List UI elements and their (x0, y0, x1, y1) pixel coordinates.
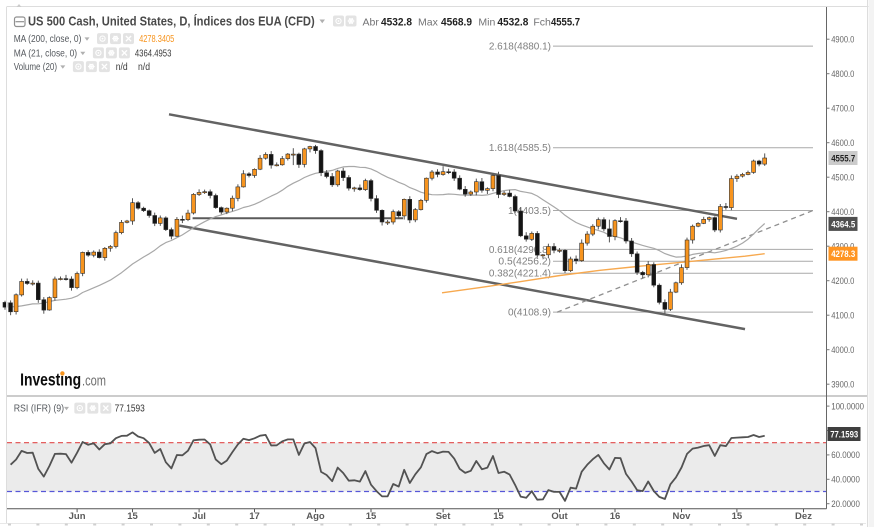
svg-text:4278.3405: 4278.3405 (139, 34, 175, 45)
svg-text:4200.0: 4200.0 (831, 276, 854, 287)
svg-text:MA (21, close, 0): MA (21, close, 0) (14, 49, 77, 60)
svg-text:17: 17 (249, 511, 260, 522)
svg-text:Ago: Ago (306, 511, 325, 522)
svg-text:0.618(4290.8): 0.618(4290.8) (489, 245, 551, 256)
svg-text:2.618(4880.1): 2.618(4880.1) (489, 42, 551, 53)
svg-text:16: 16 (610, 511, 621, 522)
svg-text:4364.4953: 4364.4953 (135, 49, 172, 60)
svg-text:15: 15 (127, 511, 138, 522)
svg-text:4900.0: 4900.0 (831, 34, 854, 45)
svg-text:4800.0: 4800.0 (831, 69, 854, 80)
svg-text:Investing: Investing (20, 370, 81, 390)
svg-text:Abr: Abr (363, 16, 380, 28)
svg-text:4532.8: 4532.8 (497, 16, 528, 28)
svg-text:Volume (20): Volume (20) (14, 62, 57, 73)
svg-text:4555.7: 4555.7 (831, 153, 855, 164)
svg-text:3900.0: 3900.0 (831, 379, 854, 390)
svg-text:n/d: n/d (116, 62, 128, 73)
svg-text:Nov: Nov (673, 511, 692, 522)
svg-text:4000.0: 4000.0 (831, 345, 854, 356)
svg-text:Jun: Jun (69, 511, 86, 522)
svg-text:4600.0: 4600.0 (831, 138, 854, 149)
svg-text:1.618(4585.5): 1.618(4585.5) (489, 143, 551, 154)
svg-text:Out: Out (551, 511, 568, 522)
svg-text:.com: .com (82, 373, 106, 390)
svg-text:4532.8: 4532.8 (381, 16, 412, 28)
svg-text:77.1593: 77.1593 (115, 404, 146, 415)
svg-text:4700.0: 4700.0 (831, 103, 854, 114)
svg-text:4500.0: 4500.0 (831, 172, 854, 183)
svg-text:US 500 Cash, United States, D,: US 500 Cash, United States, D, Índices d… (28, 14, 315, 29)
svg-text:77.1593: 77.1593 (830, 429, 858, 440)
svg-text:Jul: Jul (192, 511, 206, 522)
svg-text:40.0000: 40.0000 (831, 475, 860, 486)
svg-text:4568.9: 4568.9 (441, 16, 472, 28)
svg-text:4100.0: 4100.0 (831, 310, 854, 321)
svg-text:0(4108.9): 0(4108.9) (508, 308, 551, 319)
svg-text:15: 15 (493, 511, 504, 522)
svg-text:MA (200, close, 0): MA (200, close, 0) (14, 34, 82, 45)
svg-text:RSI (IFR) (9): RSI (IFR) (9) (14, 404, 64, 415)
svg-text:15: 15 (366, 511, 377, 522)
svg-text:4400.0: 4400.0 (831, 207, 854, 218)
svg-text:4278.3: 4278.3 (831, 249, 855, 260)
svg-text:Dez: Dez (795, 511, 812, 522)
svg-text:Fch: Fch (533, 16, 551, 28)
svg-text:15: 15 (732, 511, 743, 522)
svg-text:Max: Max (418, 16, 439, 28)
svg-text:Set: Set (436, 511, 452, 522)
svg-text:Min: Min (478, 16, 495, 28)
svg-text:4364.5: 4364.5 (831, 219, 856, 230)
svg-text:4555.7: 4555.7 (551, 16, 580, 28)
svg-text:60.0000: 60.0000 (831, 450, 860, 461)
svg-text:n/d: n/d (138, 62, 150, 73)
svg-text:100.0000: 100.0000 (831, 401, 864, 412)
svg-text:0.5(4256.2): 0.5(4256.2) (498, 257, 551, 268)
svg-text:20.0000: 20.0000 (831, 499, 860, 510)
